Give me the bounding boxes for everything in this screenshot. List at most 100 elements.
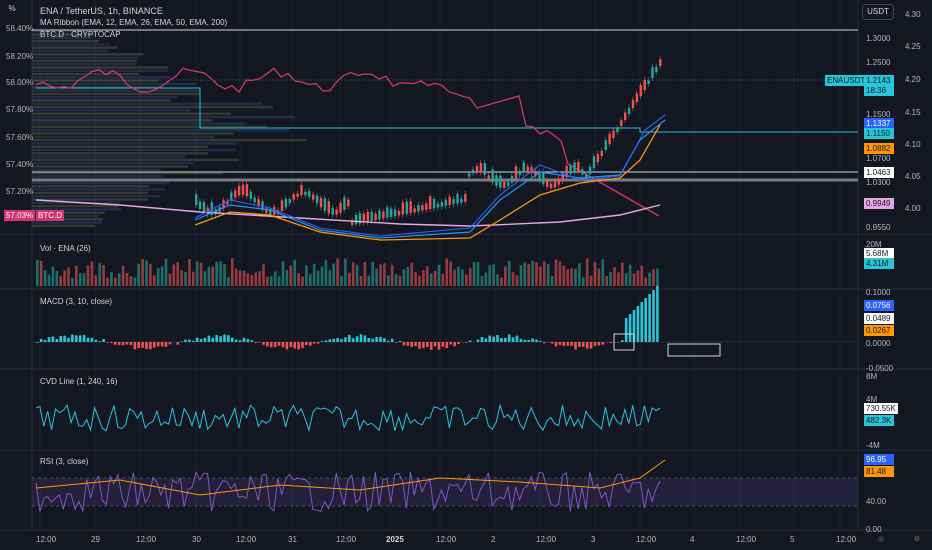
volume-bar — [570, 268, 573, 286]
macd-title[interactable]: MACD (3, 10, close) — [40, 297, 113, 306]
macd-histogram-bar — [199, 338, 203, 342]
candle-body — [386, 207, 389, 218]
macd-histogram-bar — [433, 342, 437, 347]
candle-body — [620, 120, 623, 126]
macd-histogram-bar — [273, 342, 277, 348]
cvd-title[interactable]: CVD Line (1, 240, 16) — [40, 377, 118, 386]
candle-body — [421, 205, 424, 211]
volume-bar — [324, 259, 328, 286]
macd-histogram-bar — [336, 337, 339, 342]
macd-histogram-bar — [43, 340, 47, 342]
rsi-title[interactable]: RSI (3, close) — [40, 457, 89, 466]
volume-bar — [355, 264, 359, 286]
volume-bar — [340, 276, 343, 286]
macd-histogram-bar — [371, 338, 374, 342]
volume-bar — [266, 276, 269, 286]
volume-bar — [71, 277, 74, 286]
macd-histogram-bar — [102, 339, 105, 342]
macd-histogram-bar — [145, 342, 148, 349]
volume-bar — [593, 262, 597, 286]
macd-histogram-bar — [375, 336, 378, 342]
macd-histogram-bar — [129, 342, 133, 345]
volume-bar — [457, 266, 460, 286]
candle-body — [612, 130, 615, 138]
volume-profile-bar — [32, 125, 268, 129]
volume-bar — [363, 262, 367, 286]
currency-button[interactable]: USDT — [862, 4, 894, 20]
btcd-legend[interactable]: BTC.D · CRYPTOCAP — [40, 30, 121, 39]
macd-histogram-bar — [305, 342, 308, 345]
macd-histogram-bar — [476, 339, 480, 342]
volume-bar — [312, 263, 316, 286]
candle-body — [436, 203, 440, 208]
volume-profile-bar — [32, 109, 191, 112]
volume-bar — [597, 268, 601, 286]
volume-bar — [47, 274, 51, 286]
volume-profile-bar — [32, 208, 122, 211]
volume-bar — [574, 268, 577, 286]
candle-body — [366, 211, 369, 222]
candle-body — [253, 197, 256, 203]
macd-histogram-bar — [133, 342, 137, 350]
volume-bar — [640, 265, 644, 286]
ema50-label: 1.0882 — [864, 143, 894, 154]
macd-histogram-bar — [402, 342, 406, 346]
volume-bar — [227, 277, 230, 286]
macd-histogram-bar — [328, 339, 332, 342]
volume-profile-bar — [32, 188, 165, 191]
volume-bar — [184, 271, 187, 286]
macd-histogram-bar — [281, 342, 285, 348]
timezone-icon[interactable]: ◎ — [877, 536, 885, 543]
volume-profile-bar — [32, 39, 100, 43]
volume-title[interactable]: Vol · ENA (26) — [40, 244, 91, 253]
price-tick: 1.2500 — [866, 58, 891, 67]
percent-scale-button[interactable]: % — [8, 4, 16, 13]
volume-bar — [562, 265, 566, 286]
candle-body — [296, 193, 299, 197]
macd-histogram-bar — [184, 339, 187, 342]
symbol-title[interactable]: ENA / TetherUS, 1h, BINANCE — [40, 6, 163, 16]
cvd-line — [35, 403, 661, 433]
volume-bar — [86, 265, 90, 286]
macd-histogram-bar — [468, 340, 472, 342]
macd-histogram-bar — [39, 339, 43, 342]
volume-profile-bar — [32, 191, 148, 195]
right-tick: 4.05 — [905, 172, 921, 181]
candle-body — [475, 166, 479, 173]
settings-icon[interactable]: ⚙ — [913, 536, 921, 543]
right-tick: 4.20 — [905, 75, 921, 84]
right-tick: 4.30 — [905, 10, 921, 19]
volume-bar — [211, 266, 215, 286]
macd-histogram-bar — [219, 336, 222, 342]
volume-bar — [371, 261, 374, 286]
volume-profile-bar — [32, 135, 215, 138]
macd-histogram-bar — [195, 337, 199, 342]
macd-histogram-bar — [86, 337, 90, 342]
volume-profile-bar — [32, 175, 164, 178]
candle-body — [495, 175, 498, 186]
volume-value: 5.68M — [864, 248, 894, 259]
macd-tick: 0.1000 — [866, 288, 891, 297]
volume-profile-bar — [32, 86, 163, 89]
volume-bar — [472, 261, 476, 286]
volume-bar — [507, 260, 511, 286]
volume-bar — [406, 266, 410, 286]
volume-bar — [320, 266, 324, 286]
volume-bar — [511, 272, 515, 286]
ribbon-legend[interactable]: MA Ribbon (EMA, 12, EMA, 26, EMA, 50, EM… — [40, 18, 228, 27]
macd-histogram-bar — [110, 342, 113, 344]
volume-bar — [332, 263, 335, 286]
volume-bar — [273, 271, 277, 286]
candle-body — [429, 196, 432, 209]
symbol-tag: ENAUSDT — [825, 75, 868, 86]
time-tick: 12:00 — [136, 535, 157, 544]
volume-profile-bar — [32, 204, 119, 208]
volume-bar — [410, 262, 413, 286]
ema12-line — [194, 114, 666, 237]
volume-bar — [379, 264, 382, 286]
candle-body — [308, 190, 311, 197]
candle-body — [561, 173, 564, 181]
candle-body — [327, 201, 330, 214]
right-tick: 4.10 — [905, 140, 921, 149]
